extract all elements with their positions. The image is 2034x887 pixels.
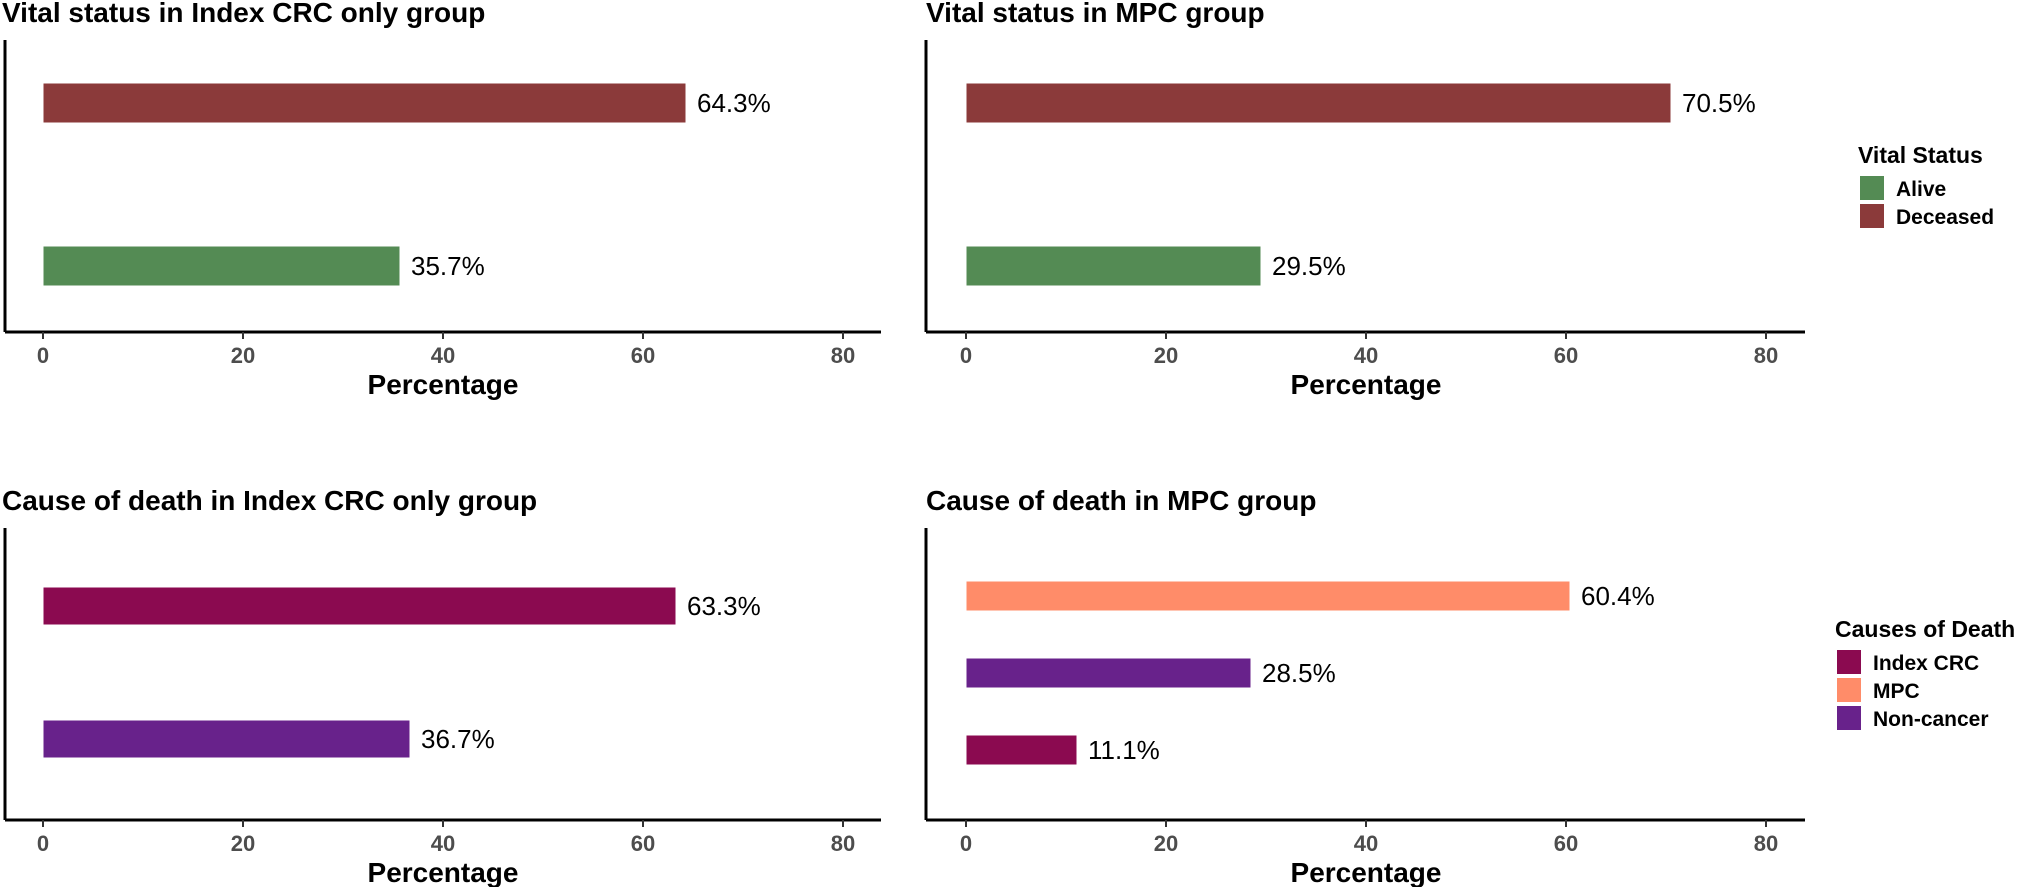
panel-title: Cause of death in MPC group: [926, 485, 1316, 516]
legend-swatch: [1837, 706, 1861, 730]
legend-swatch: [1837, 678, 1861, 702]
panel-4: Cause of death in MPC group 0 20 40 60 80 Perc…: [924, 485, 1805, 887]
x-tick-label: 40: [1354, 343, 1378, 368]
x-tick-label: 80: [1754, 831, 1778, 856]
x-tick-label: 0: [37, 831, 49, 856]
bar-index-crc: [965, 734, 1078, 766]
bar-value-label: 64.3%: [697, 88, 771, 118]
legend-swatch: [1860, 204, 1884, 228]
x-axis-title: Percentage: [1291, 857, 1442, 887]
panel-title: Cause of death in Index CRC only group: [2, 485, 537, 516]
x-tick-label: 20: [1154, 343, 1178, 368]
bar-non-cancer: [42, 719, 411, 759]
legend-swatch: [1860, 176, 1884, 200]
x-tick-label: 60: [1554, 831, 1578, 856]
x-axis-title: Percentage: [368, 369, 519, 400]
bar-value-label: 29.5%: [1272, 251, 1346, 281]
x-tick-label: 0: [37, 343, 49, 368]
x-tick-label: 40: [431, 343, 455, 368]
x-tick-label: 0: [960, 831, 972, 856]
x-tick-label: 20: [1154, 831, 1178, 856]
panel-2: Vital status in MPC group 0 20 40 60 80 Percen…: [924, 0, 1805, 400]
x-tick-label: 0: [960, 343, 972, 368]
panels: Vital status in Index CRC only group 0 20 4…: [2, 0, 1805, 887]
legend-label: Index CRC: [1873, 652, 1979, 675]
bar-value-label: 36.7%: [421, 724, 495, 754]
legend-label: Non-cancer: [1873, 708, 1989, 731]
x-tick-label: 20: [231, 831, 255, 856]
bar-value-label: 63.3%: [687, 591, 761, 621]
x-tick-label: 80: [1754, 343, 1778, 368]
x-tick-label: 80: [831, 831, 855, 856]
bar-value-label: 70.5%: [1682, 88, 1756, 118]
bar-value-label: 35.7%: [411, 251, 485, 281]
bar-alive: [42, 245, 401, 287]
panel-3: Cause of death in Index CRC only group 0 2…: [2, 485, 881, 887]
legend-label: Deceased: [1896, 206, 1994, 229]
legends: Vital Status Alive Deceased Causes of Death…: [1835, 142, 2015, 731]
legend-swatch: [1837, 650, 1861, 674]
bar-value-label: 28.5%: [1262, 658, 1336, 688]
x-axis-title: Percentage: [1291, 369, 1442, 400]
x-tick-label: 80: [831, 343, 855, 368]
legend-1: Vital Status Alive Deceased: [1858, 142, 1994, 229]
bar-deceased: [965, 82, 1672, 124]
x-tick-label: 60: [631, 831, 655, 856]
bar-alive: [965, 245, 1262, 287]
bar-deceased: [42, 82, 687, 124]
panel-title: Vital status in MPC group: [926, 0, 1265, 28]
bar-index-crc: [42, 586, 677, 626]
x-tick-label: 20: [231, 343, 255, 368]
legend-label: Alive: [1896, 178, 1946, 201]
legend-title: Vital Status: [1858, 142, 1983, 168]
bar-value-label: 11.1%: [1088, 735, 1160, 765]
panel-title: Vital status in Index CRC only group: [2, 0, 485, 28]
x-tick-label: 60: [1554, 343, 1578, 368]
x-axis-title: Percentage: [368, 857, 519, 887]
bar-value-label: 60.4%: [1581, 581, 1655, 611]
x-tick-label: 40: [1354, 831, 1378, 856]
legend-2: Causes of Death Index CRC MPC Non-cancer: [1835, 616, 2015, 731]
panel-1: Vital status in Index CRC only group 0 20 4…: [2, 0, 881, 400]
x-tick-label: 40: [431, 831, 455, 856]
bar-non-cancer: [965, 657, 1252, 689]
legend-label: MPC: [1873, 680, 1920, 703]
legend-title: Causes of Death: [1835, 616, 2015, 642]
bar-mpc: [965, 580, 1571, 612]
x-tick-label: 60: [631, 343, 655, 368]
